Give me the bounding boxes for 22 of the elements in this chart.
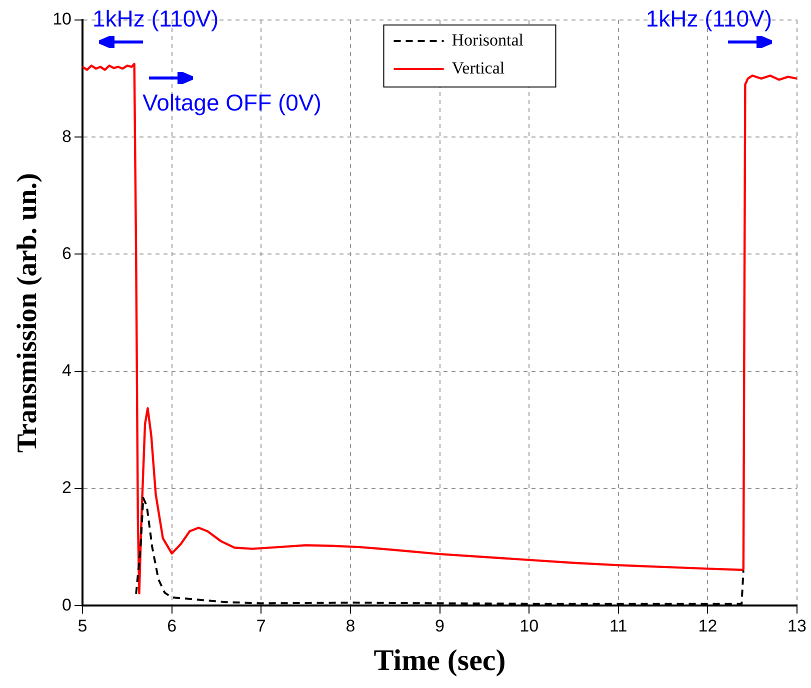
x-tick-label: 9	[435, 616, 444, 636]
annotation: Voltage OFF (0V)	[142, 89, 322, 116]
annotation: 1kHz (110V)	[646, 5, 772, 32]
x-tick-label: 13	[788, 616, 806, 636]
x-tick-label: 8	[346, 616, 356, 636]
y-tick-label: 8	[62, 126, 72, 146]
legend-label: Vertical	[452, 58, 505, 78]
x-tick-label: 10	[520, 616, 539, 636]
y-tick-label: 2	[62, 478, 72, 498]
y-axis-title: Transmission (arb. un.)	[12, 173, 44, 453]
y-tick-label: 0	[62, 595, 72, 614]
x-tick-label: 7	[256, 616, 266, 636]
x-tick-label: 6	[167, 616, 177, 636]
y-tick-label: 6	[62, 244, 72, 263]
y-tick-label: 4	[62, 361, 72, 380]
x-tick-label: 11	[610, 616, 628, 636]
x-axis-title: Time (sec)	[374, 644, 506, 677]
annotation: 1kHz (110V)	[92, 5, 219, 32]
x-tick-label: 5	[78, 616, 88, 636]
x-tick-label: 12	[698, 616, 718, 636]
legend-label: Horisontal	[452, 30, 524, 50]
y-tick-label: 10	[52, 10, 72, 29]
